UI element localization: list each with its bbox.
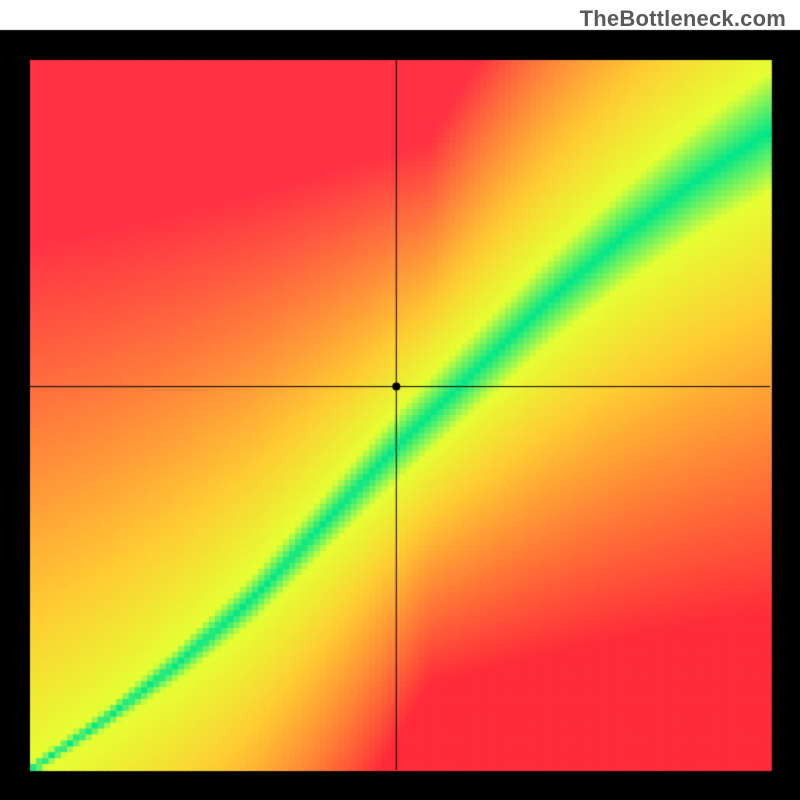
- watermark-text: TheBottleneck.com: [580, 6, 786, 32]
- chart-container: TheBottleneck.com: [0, 0, 800, 800]
- bottleneck-heatmap: [0, 0, 800, 800]
